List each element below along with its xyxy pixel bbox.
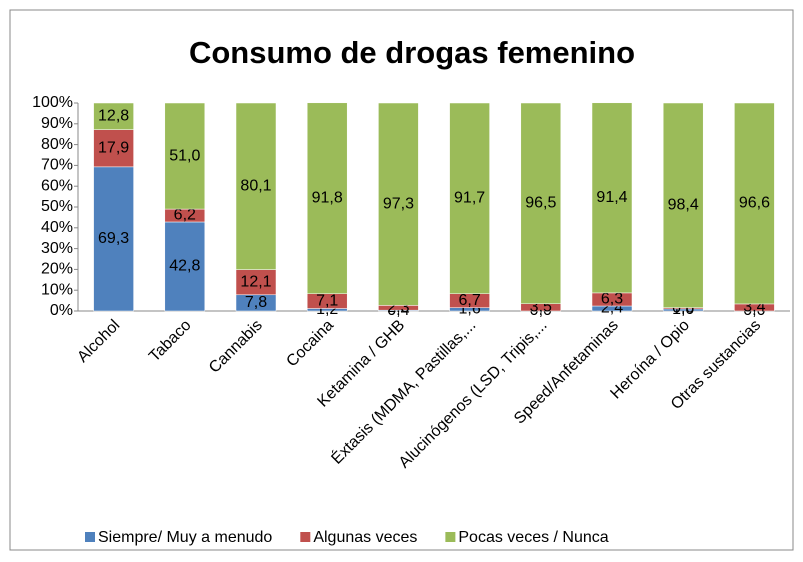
bar-segment	[662, 102, 704, 308]
bar-segment	[164, 102, 206, 210]
bar-segment	[449, 102, 490, 294]
y-tick-label: 30%	[41, 240, 73, 257]
y-tick-label: 80%	[41, 136, 73, 153]
bar-segment	[378, 102, 419, 306]
y-tick-label: 100%	[32, 94, 73, 111]
bar-segment	[93, 166, 134, 312]
y-tick-label: 70%	[41, 157, 73, 174]
value-label: 69,3	[98, 230, 129, 247]
legend-label: Algunas veces	[313, 529, 417, 546]
legend-swatch	[445, 532, 456, 542]
y-tick-label: 20%	[41, 261, 73, 278]
y-tick-label: 50%	[41, 198, 73, 215]
y-tick-label: 10%	[41, 281, 73, 298]
value-label: 91,7	[454, 190, 485, 207]
y-tick-label: 0%	[50, 302, 73, 319]
y-tick-label: 90%	[41, 115, 73, 132]
bar-segment	[93, 102, 134, 130]
value-label: 91,8	[312, 189, 343, 206]
value-label: 51,0	[169, 147, 200, 164]
legend-label: Pocas veces / Nunca	[458, 529, 608, 546]
value-label: 12,8	[98, 108, 129, 125]
bar-segment	[93, 129, 134, 168]
value-label: 17,9	[98, 139, 129, 156]
value-label: 12,1	[240, 273, 271, 290]
legend-swatch	[300, 532, 311, 542]
bar-segment	[591, 102, 633, 294]
value-label: 98,4	[668, 197, 699, 214]
legend-label: Siempre/ Muy a menudo	[98, 529, 272, 546]
bar-segment	[235, 102, 277, 270]
value-label: 96,6	[739, 195, 770, 212]
value-label: 7,8	[245, 294, 267, 311]
chart-title: Consumo de drogas femenino	[189, 35, 635, 70]
y-tick-label: 40%	[41, 219, 73, 236]
value-label: 6,3	[601, 291, 623, 308]
bar-segment	[734, 102, 775, 305]
bar-segment	[164, 221, 206, 312]
bar-segment	[520, 102, 562, 304]
value-label: 91,4	[596, 189, 627, 206]
legend-swatch	[85, 532, 95, 542]
value-label: 96,5	[525, 195, 556, 212]
value-label: 42,8	[169, 258, 200, 275]
value-label: 6,2	[174, 207, 196, 224]
bar-segment	[235, 269, 277, 296]
value-label: 6,7	[458, 292, 480, 309]
value-label: 7,1	[316, 292, 338, 309]
value-label: 97,3	[383, 195, 414, 212]
value-label: 80,1	[240, 178, 271, 195]
y-tick-label: 60%	[41, 177, 73, 194]
bar-segment	[306, 102, 348, 294]
